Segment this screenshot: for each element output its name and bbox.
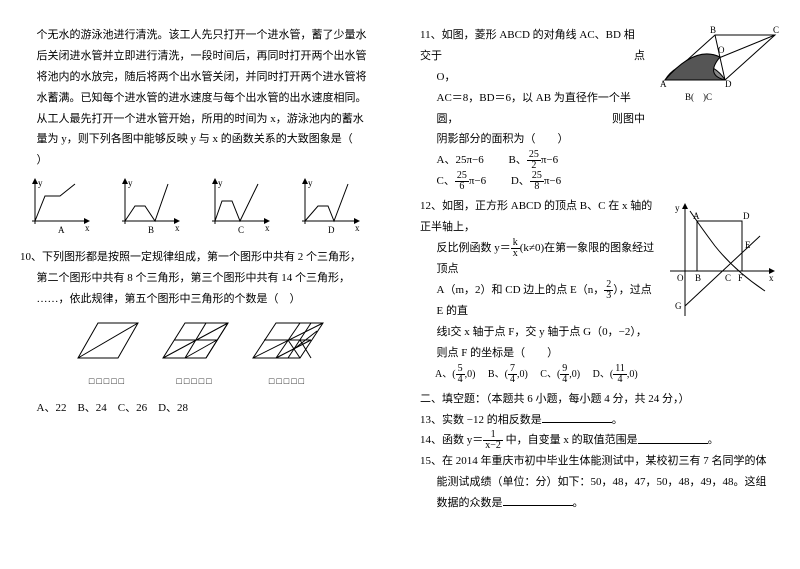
q9-line: ） (20, 150, 380, 171)
fig3: □□□□□ (248, 318, 328, 390)
svg-text:y: y (308, 178, 313, 188)
svg-text:D: D (725, 79, 732, 89)
svg-text:A: A (58, 225, 65, 234)
q10-line: 第二个图形中共有 8 个三角形，第三个图形中共有 14 个三角形， (20, 268, 380, 289)
svg-text:G: G (675, 301, 682, 311)
svg-text:O: O (718, 45, 725, 55)
svg-text:x: x (175, 223, 180, 233)
graph-d: y x D (300, 176, 370, 242)
q9-line: 个无水的游泳池进行清洗。该工人先只打开一个进水管，蓄了少量水 (20, 25, 380, 46)
left-column: 个无水的游泳池进行清洗。该工人先只打开一个进水管，蓄了少量水 后关闭进水管并立即… (0, 0, 400, 569)
svg-text:x: x (769, 273, 774, 283)
svg-text:O: O (677, 273, 684, 283)
svg-text:y: y (128, 178, 133, 188)
svg-text:y: y (38, 178, 43, 188)
svg-text:C: C (725, 273, 731, 283)
graph-b: y x B (120, 176, 190, 242)
q15-line: 15、在 2014 年重庆市初中毕业生体能测试中，某校初三有 7 名同学的体 (420, 451, 780, 472)
q11-opts-ab: A、25π−6 B、252π−6 (437, 150, 781, 171)
svg-text:B( )C: B( )C (685, 92, 712, 102)
q12: ADE OBCF Gxy 12、如图，正方形 ABCD 的顶点 B、C 在 x … (420, 196, 780, 384)
q10-line: 10、下列图形都是按照一定规律组成，第一个图形中共有 2 个三角形， (20, 247, 380, 268)
svg-text:A: A (693, 211, 700, 221)
q9-line: 将池内的水放完，随后将两个出水管关闭，并同时打开两个进水管将 (20, 67, 380, 88)
fig1: □□□□□ (73, 318, 143, 390)
q9-line: 量为 y，则下列各图中能够反映 y 与 x 的函数关系的大致图象是（ (20, 129, 380, 150)
svg-text:C: C (773, 25, 779, 35)
q13: 13、实数 −12 的相反数是。 (420, 410, 780, 431)
q9-graphs: y x A y x B y x C y x D (20, 176, 380, 242)
q11-text: 阴影部分的面积为（ ） (437, 129, 781, 150)
q11-text: AC＝8，BD＝6，以 AB 为直径作一个半圆， (437, 92, 631, 125)
right-column: A B C D O B( )C 11、如图，菱形 ABCD 的对角线 AC、BD 相交于… (400, 0, 800, 569)
q9-line: 从工人最先打开一个进水管开始，所用的时间为 x，游泳池内的蓄水 (20, 109, 380, 130)
q15-line: 数据的众数是。 (437, 493, 781, 514)
svg-text:D: D (328, 225, 335, 234)
svg-text:B: B (148, 225, 154, 234)
svg-text:x: x (85, 223, 90, 233)
svg-text:y: y (675, 203, 680, 213)
q14: 14、函数 y＝1x−2 中，自变量 x 的取值范围是。 (420, 430, 780, 451)
svg-text:A: A (660, 79, 667, 89)
q10-options: A、22 B、24 C、26 D、28 (20, 398, 380, 419)
q12-text: 则点 F 的坐标是（ ） (437, 343, 781, 364)
svg-text:x: x (265, 223, 270, 233)
svg-text:B: B (710, 25, 716, 35)
svg-text:y: y (218, 178, 223, 188)
svg-text:E: E (745, 240, 751, 250)
q12-figure: A D E O B CF Gx y (665, 196, 780, 326)
svg-text:B: B (695, 273, 701, 283)
q10-line: ……，依此规律，第五个图形中三角形的个数是（ ） (20, 289, 380, 310)
q9-line: 后关闭进水管并立即进行清洗，一段时间后，再同时打开两个出水管 (20, 46, 380, 67)
svg-text:x: x (355, 223, 360, 233)
svg-text:D: D (743, 211, 750, 221)
fig2: □□□□□ (158, 318, 233, 390)
q15-line: 能测试成绩（单位：分）如下：50，48，47，50，48，49，48。这组 (437, 472, 781, 493)
q11-opts-cd: C、256π−6 D、258π−6 (437, 171, 781, 192)
q11: A B C D O B( )C 11、如图，菱形 ABCD 的对角线 AC、BD 相交于… (420, 25, 780, 192)
q12-opts: A、(54,0) B、(74,0) C、(94,0) D、(114,0) (435, 364, 780, 385)
svg-text:C: C (238, 225, 244, 234)
q9-line: 水蓄满。已知每个进水管的进水速度与每个出水管的出水速度相同。 (20, 88, 380, 109)
q10-figures: □□□□□ □□□□□ □□□□□ (20, 318, 380, 390)
q11-text: 11、如图，菱形 ABCD 的对角线 AC、BD 相交于 (420, 29, 635, 62)
graph-c: y x C (210, 176, 280, 242)
section2-title: 二、填空题：（本题共 6 小题，每小题 4 分，共 24 分，） (420, 389, 780, 410)
svg-text:F: F (738, 273, 743, 283)
q11-figure: A B C D O B( )C (650, 25, 780, 110)
graph-a: y x A (30, 176, 100, 242)
